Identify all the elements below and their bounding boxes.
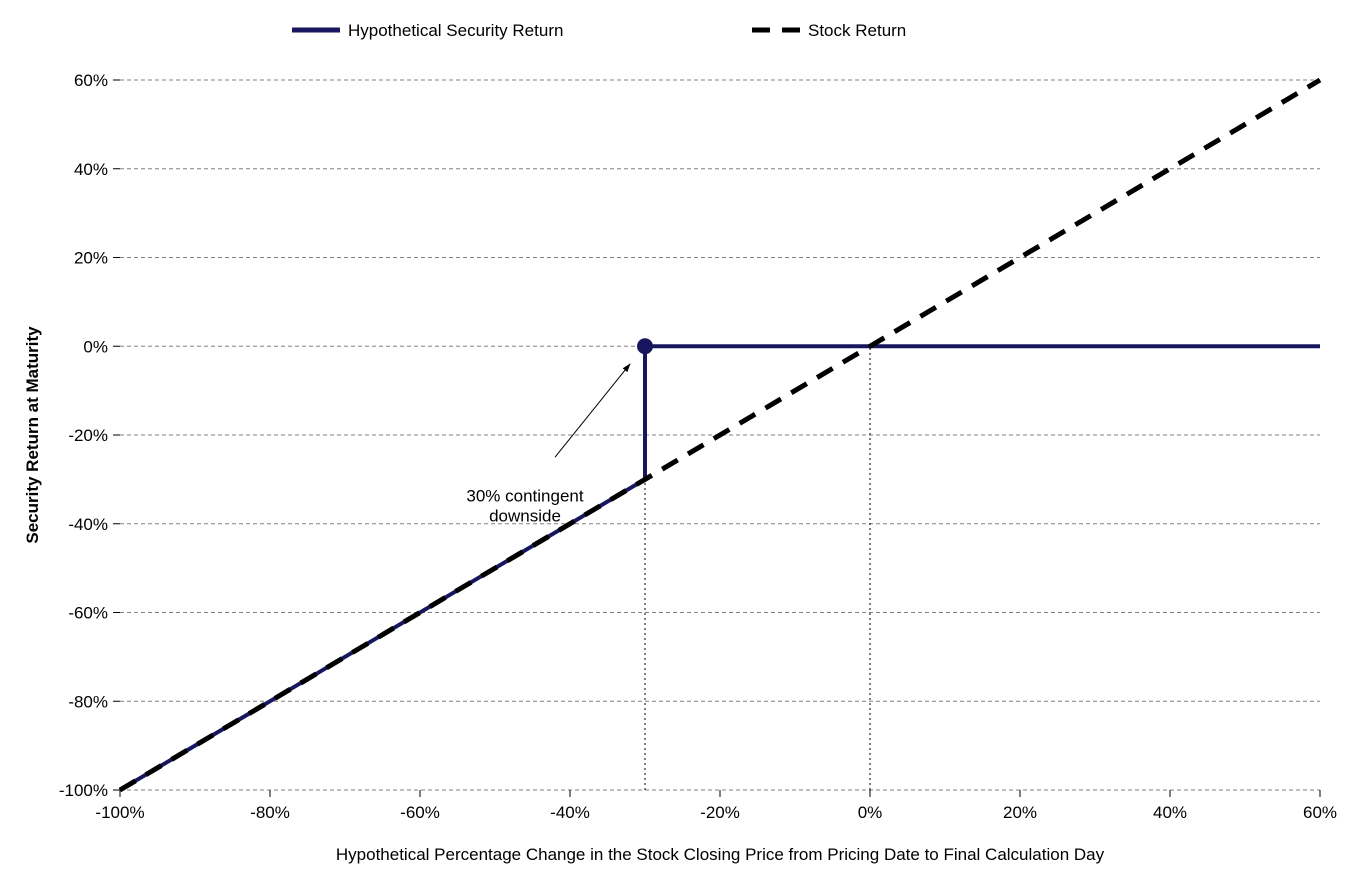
x-tick-label: -80% <box>250 803 290 822</box>
x-tick-label: 40% <box>1153 803 1187 822</box>
x-axis-label: Hypothetical Percentage Change in the St… <box>336 845 1105 864</box>
legend-label: Hypothetical Security Return <box>348 21 563 40</box>
x-tick-label: -40% <box>550 803 590 822</box>
x-tick-label: 60% <box>1303 803 1337 822</box>
y-tick-label: 0% <box>83 337 108 356</box>
x-tick-label: -60% <box>400 803 440 822</box>
y-tick-label: -100% <box>59 781 108 800</box>
annotation-text: downside <box>489 507 561 526</box>
y-tick-label: -20% <box>68 426 108 445</box>
y-tick-label: 60% <box>74 71 108 90</box>
chart-container: -100% -80% -60% -40% -20% 0% 20% 40% 60% -100% -80… <box>0 0 1352 880</box>
annotation-text: 30% contingent <box>466 487 583 506</box>
y-tick-label: 20% <box>74 249 108 268</box>
y-tick-label: -40% <box>68 515 108 534</box>
y-tick-label: -80% <box>68 692 108 711</box>
x-tick-label: -20% <box>700 803 740 822</box>
payoff-chart: -100% -80% -60% -40% -20% 0% 20% 40% 60% -100% -80… <box>0 0 1352 880</box>
x-tick-label: 0% <box>858 803 883 822</box>
series-marker <box>637 338 653 354</box>
y-axis-label: Security Return at Maturity <box>23 326 42 544</box>
x-tick-label: 20% <box>1003 803 1037 822</box>
x-tick-label: -100% <box>95 803 144 822</box>
y-tick-label: -60% <box>68 604 108 623</box>
y-tick-label: 40% <box>74 160 108 179</box>
legend-label: Stock Return <box>808 21 906 40</box>
